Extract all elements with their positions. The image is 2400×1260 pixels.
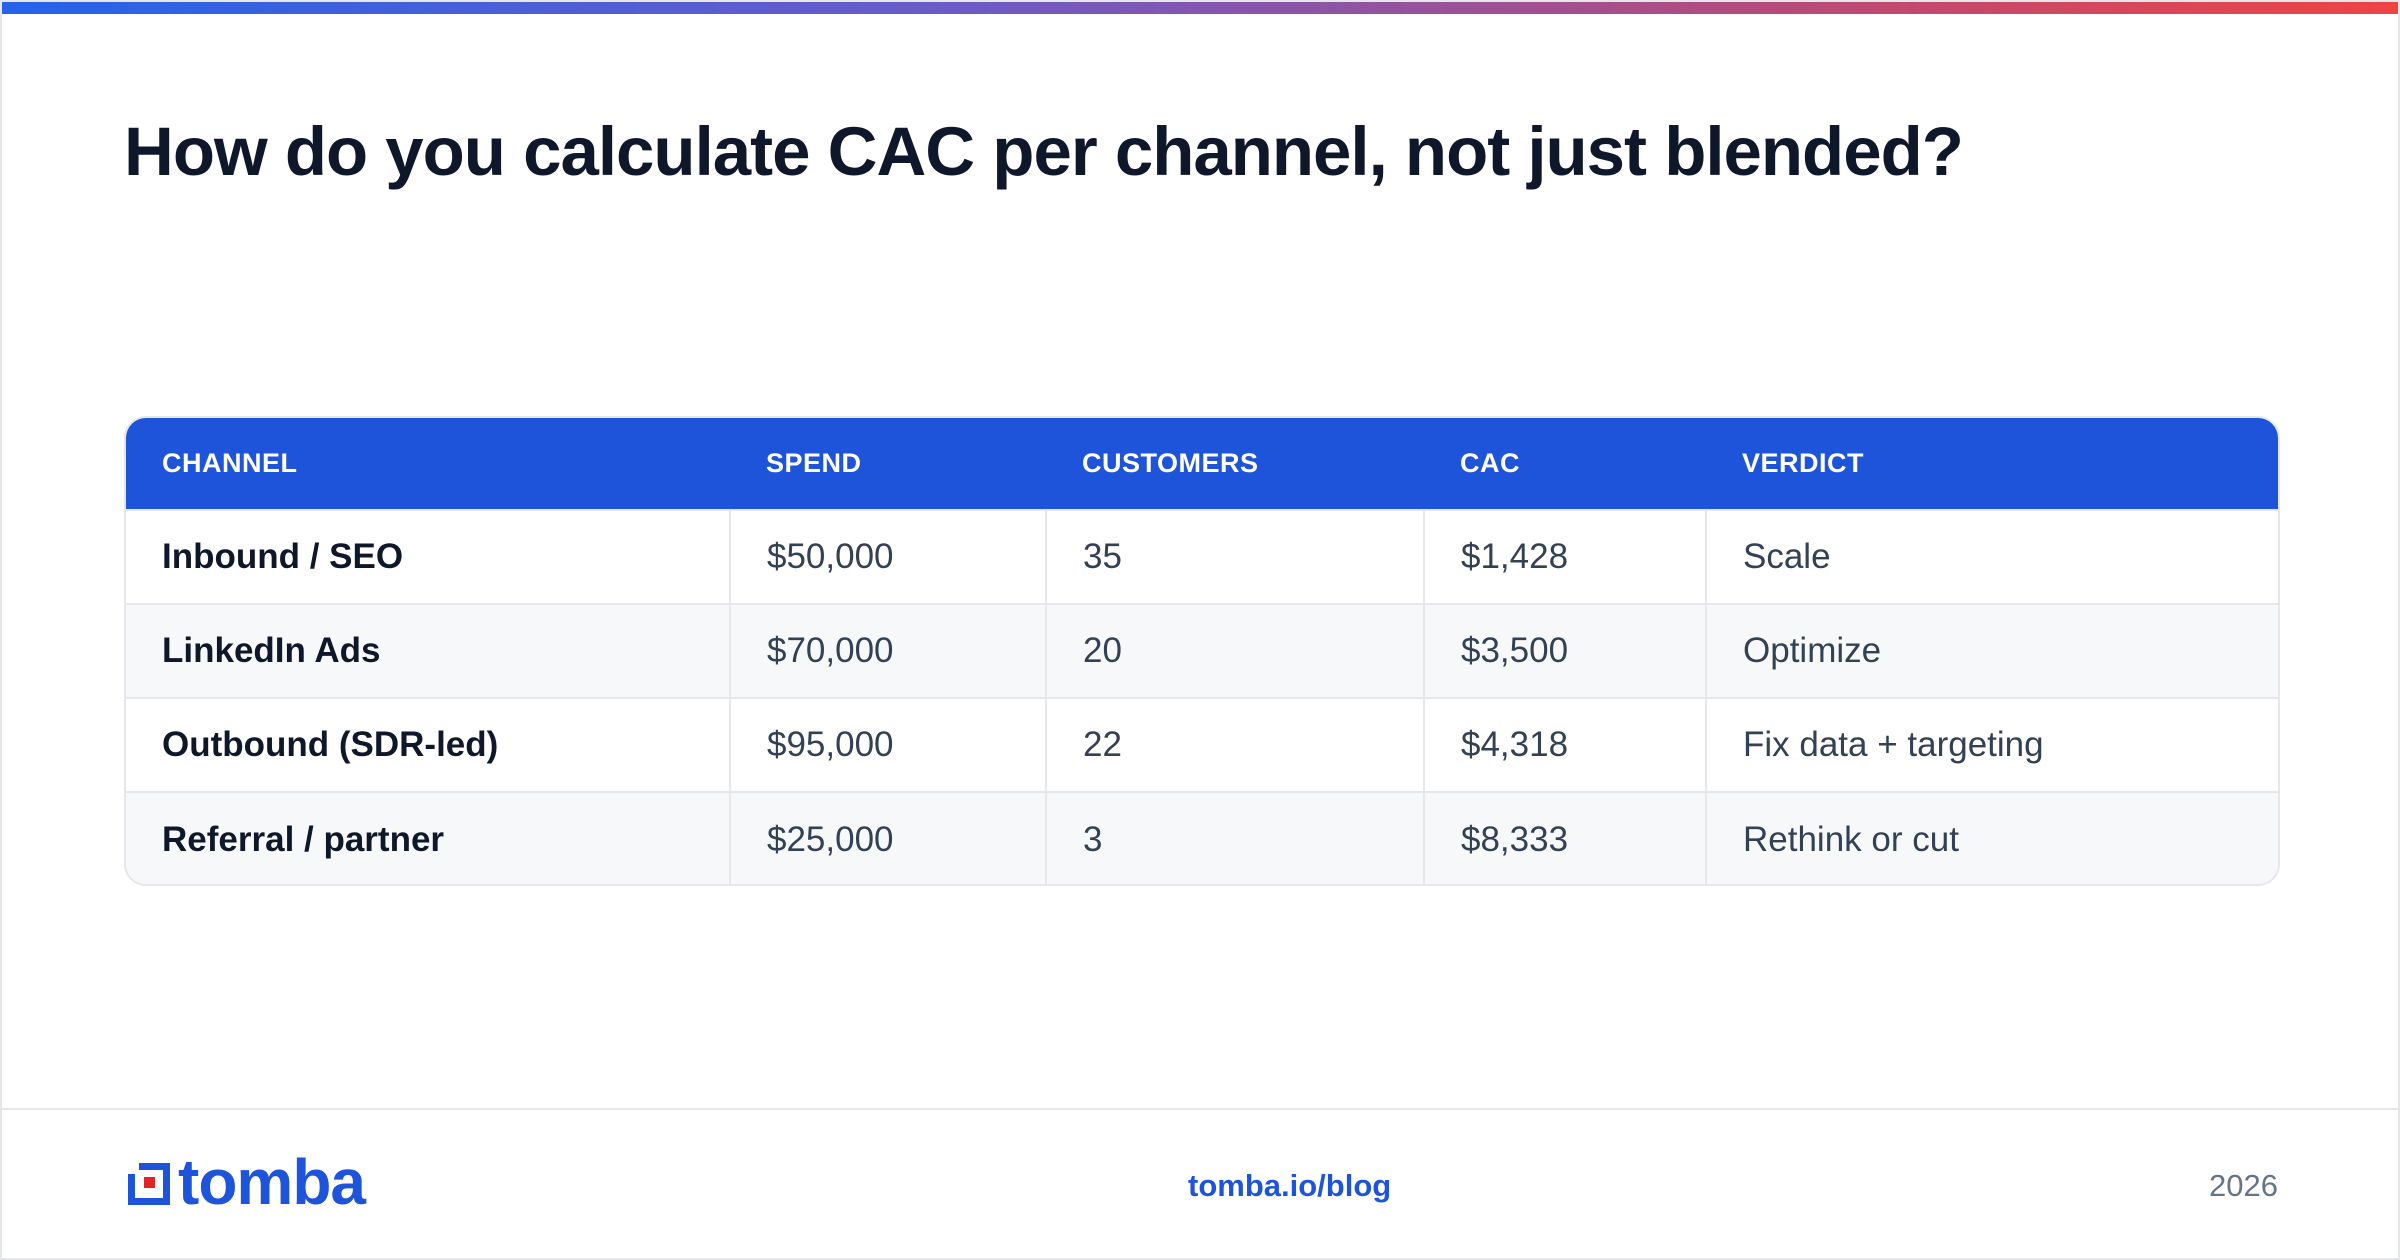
cell-customers: 20 bbox=[1045, 603, 1424, 698]
table-row: Inbound / SEO $50,000 35 $1,428 Scale bbox=[126, 509, 2278, 604]
tomba-logo-icon bbox=[128, 1163, 170, 1205]
logo-wordmark: tomba bbox=[178, 1146, 366, 1218]
cell-verdict: Fix data + targeting bbox=[1705, 697, 2278, 792]
tomba-logo[interactable]: tomba bbox=[124, 1150, 366, 1214]
cell-customers: 3 bbox=[1045, 791, 1424, 884]
table-row: LinkedIn Ads $70,000 20 $3,500 Optimize bbox=[126, 603, 2278, 698]
header-channel: CHANNEL bbox=[162, 448, 298, 478]
cell-cac: $1,428 bbox=[1423, 509, 1706, 604]
cac-table-container: CHANNEL SPEND CUSTOMERS CAC VERDICT Inbo… bbox=[124, 416, 2280, 886]
cac-table: CHANNEL SPEND CUSTOMERS CAC VERDICT Inbo… bbox=[126, 418, 2278, 884]
header-customers: CUSTOMERS bbox=[1082, 448, 1259, 478]
blog-link[interactable]: tomba.io/blog bbox=[1188, 1168, 1392, 1203]
header-verdict: VERDICT bbox=[1742, 448, 1865, 478]
cell-spend: $70,000 bbox=[729, 603, 1046, 698]
cell-spend: $50,000 bbox=[729, 509, 1046, 604]
header-cac: CAC bbox=[1460, 448, 1520, 478]
cell-cac: $3,500 bbox=[1423, 603, 1706, 698]
cell-spend: $95,000 bbox=[729, 697, 1046, 792]
cell-verdict: Rethink or cut bbox=[1705, 791, 2278, 884]
cell-channel: LinkedIn Ads bbox=[126, 603, 730, 698]
cell-cac: $8,333 bbox=[1423, 791, 1706, 884]
header-spend: SPEND bbox=[766, 448, 862, 478]
footer-divider bbox=[2, 1108, 2398, 1110]
cell-customers: 22 bbox=[1045, 697, 1424, 792]
cell-channel: Outbound (SDR-led) bbox=[126, 697, 730, 792]
gradient-top-bar bbox=[2, 2, 2398, 14]
footer-year: 2026 bbox=[2209, 1168, 2278, 1203]
cell-channel: Referral / partner bbox=[126, 791, 730, 884]
table-row: Outbound (SDR-led) $95,000 22 $4,318 Fix… bbox=[126, 697, 2278, 792]
cell-spend: $25,000 bbox=[729, 791, 1046, 884]
cell-channel: Inbound / SEO bbox=[126, 509, 730, 604]
cell-verdict: Scale bbox=[1705, 509, 2278, 604]
table-header-row: CHANNEL SPEND CUSTOMERS CAC VERDICT bbox=[126, 418, 2278, 510]
cell-verdict: Optimize bbox=[1705, 603, 2278, 698]
cell-cac: $4,318 bbox=[1423, 697, 1706, 792]
table-row: Referral / partner $25,000 3 $8,333 Reth… bbox=[126, 791, 2278, 884]
page-title: How do you calculate CAC per channel, no… bbox=[124, 113, 1964, 190]
cell-customers: 35 bbox=[1045, 509, 1424, 604]
